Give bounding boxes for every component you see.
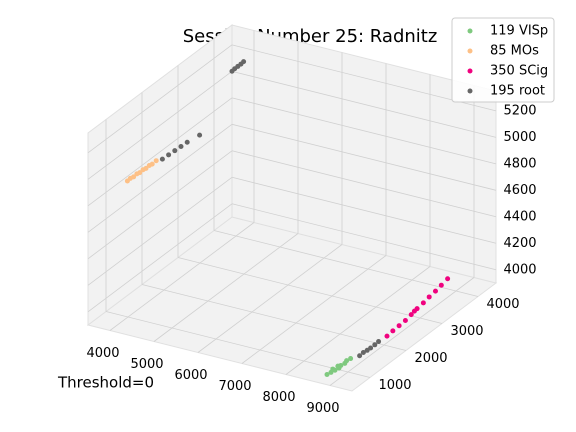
grid-line [105,311,371,378]
grid-line [231,150,497,218]
grid-line [87,97,233,207]
y-tick-label: 4000 [486,297,519,312]
grid-line [87,203,233,313]
grid-line [231,70,497,138]
point [368,345,374,351]
point [197,132,203,138]
legend-label: 350 SCig [490,64,548,79]
z-tick-label: 4800 [503,156,536,171]
point [131,174,137,180]
z-tick-label: 4200 [503,236,536,251]
point [438,282,444,288]
legend-marker [467,48,473,54]
point [166,152,172,158]
grid-line [241,255,387,364]
grid-line [87,123,233,233]
z-tick-label: 4600 [503,183,536,198]
point [241,59,247,65]
grid-line [231,203,497,271]
annotation: Threshold=0 [57,374,154,392]
point [344,358,350,364]
grid-line [87,71,233,180]
z-tick-label: 4000 [503,262,536,277]
z-tick-label: 4400 [503,209,536,224]
grid-line [177,257,443,324]
point [390,328,396,334]
grid-line [231,123,497,191]
point [411,308,417,314]
point [360,350,366,356]
point [172,148,178,154]
point [149,161,155,167]
point [420,300,426,306]
grid-line [231,97,497,165]
x-tick-label: 4000 [86,346,119,361]
x-tick-label: 5000 [130,357,163,372]
point [324,372,330,378]
legend-label: 85 MOs [490,44,539,59]
grid-line [197,244,343,353]
point [376,339,382,345]
point [402,318,408,324]
grid-line [285,266,431,375]
point [384,333,390,339]
legend-marker [467,68,473,74]
point [153,158,159,164]
legend-marker [467,88,473,94]
point [408,312,414,318]
grid-line [153,233,299,342]
point [426,294,432,300]
point [159,156,165,162]
y-tick-label: 3000 [450,324,483,339]
grid-line [109,222,255,331]
x-tick-label: 6000 [174,368,207,383]
x-tick-label: 7000 [218,379,251,394]
point [330,366,336,372]
z-tick-label: 5000 [503,130,536,145]
point [143,165,149,171]
y-tick-label: 1000 [378,378,411,393]
grid-line [87,150,233,260]
legend-label: 119 VISp [490,24,548,39]
grid-line [231,176,497,244]
grid-line [87,176,233,286]
x-tick-label: 9000 [306,401,339,416]
grid-line [329,277,475,386]
point [372,342,378,348]
grid-line [87,44,233,154]
point [445,276,451,282]
point [348,356,354,362]
point [432,288,438,294]
point [137,170,143,176]
legend-box [451,17,555,103]
point [357,353,363,359]
legend-marker [467,28,473,34]
point [335,363,341,369]
point [396,323,402,329]
legend-label: 195 root [490,84,545,99]
grid-line [213,230,479,297]
z-tick-label: 5200 [503,103,536,118]
y-tick-label: 2000 [414,351,447,366]
grid-line [141,284,407,351]
point [178,143,184,149]
x-tick-label: 8000 [262,390,295,405]
point [184,139,190,145]
